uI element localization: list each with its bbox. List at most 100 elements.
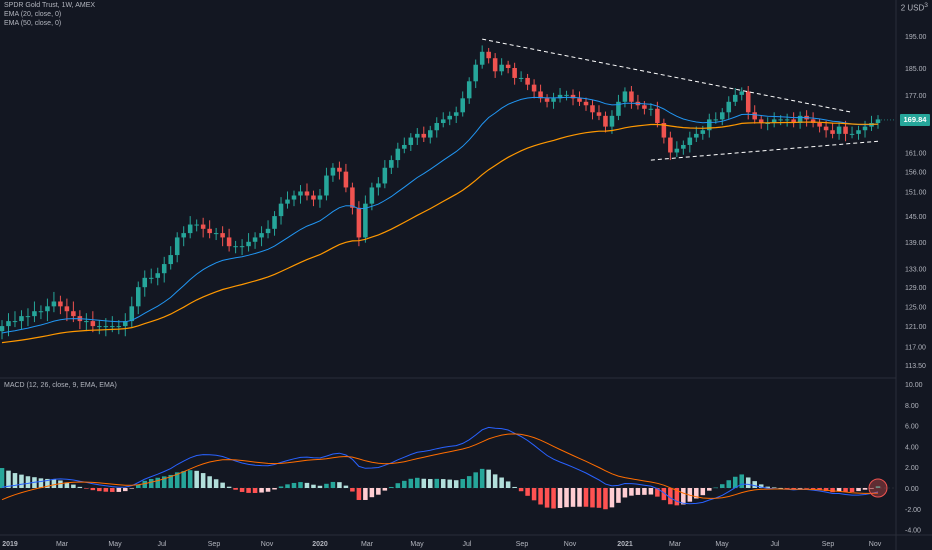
price-tick-label: 195.00 (905, 34, 927, 41)
candle-body (512, 68, 517, 78)
time-tick-label: Sep (516, 541, 529, 548)
macd-bar (453, 480, 459, 488)
macd-bar (694, 488, 699, 499)
candle-body (200, 224, 206, 229)
candle-body (862, 126, 868, 131)
candle-body (609, 115, 615, 127)
candle-body (71, 311, 76, 317)
candle-body (265, 228, 271, 234)
macd-bar (739, 474, 745, 488)
candle-body (810, 119, 816, 123)
candle-body (590, 105, 595, 113)
macd-bar (518, 488, 524, 492)
macd-bar (90, 488, 96, 491)
candle-body (402, 144, 407, 149)
macd-bar (200, 473, 206, 488)
macd-bar (726, 480, 732, 488)
candle-body (875, 119, 881, 123)
macd-bar (317, 485, 323, 488)
macd-histogram (0, 468, 881, 510)
candle-body (64, 306, 70, 312)
macd-bar (246, 488, 251, 493)
candle-body (629, 91, 634, 102)
price-tick-label: 185.00 (905, 66, 927, 73)
macd-bar (116, 488, 122, 492)
lower-trendline (650, 140, 879, 161)
time-tick-label: Mar (669, 541, 682, 548)
last-price-badge: 169.84 (900, 114, 930, 126)
macd-bar (155, 477, 161, 488)
macd-legend: MACD (12, 26, close, 9, EMA, EMA) (4, 382, 117, 389)
candle-body (817, 122, 822, 127)
macd-bar (732, 476, 738, 488)
macd-bar (771, 487, 777, 489)
macd-bar (791, 488, 796, 490)
candle-body (745, 91, 751, 113)
macd-bar (603, 488, 608, 510)
macd-bar (797, 488, 803, 489)
candle-body (298, 191, 303, 196)
macd-bar (51, 479, 57, 488)
macd-bar (642, 488, 647, 495)
macd-bar (505, 481, 511, 488)
candle-body (622, 91, 628, 102)
candle-body (739, 91, 745, 95)
candle-body (382, 167, 388, 184)
candle-body (408, 137, 414, 145)
macd-bar (187, 470, 193, 488)
macd-bar (466, 476, 472, 488)
macd-bar (0, 468, 5, 488)
candle-body (38, 311, 44, 313)
macd-bar (324, 483, 329, 488)
macd-bar (226, 486, 232, 488)
candle-body (174, 237, 180, 256)
macd-bar (538, 488, 543, 505)
candle-body (285, 199, 290, 204)
macd-bar (622, 488, 628, 498)
candle-body (272, 216, 277, 229)
macd-bar (590, 488, 595, 508)
macd-bar (784, 488, 790, 489)
macd-bar (45, 478, 50, 488)
macd-bar (570, 488, 576, 507)
macd-bar (486, 469, 491, 488)
macd-bar (862, 488, 868, 490)
macd-bar (473, 472, 478, 488)
macd-bar (583, 488, 589, 507)
macd-bar (875, 486, 881, 488)
time-tick-label: Nov (869, 541, 882, 548)
macd-bar (19, 474, 24, 488)
macd-bar (836, 488, 842, 492)
macd-bar (415, 477, 420, 488)
time-tick-label: Jul (158, 541, 167, 548)
macd-bar (648, 488, 654, 495)
candle-body (25, 316, 31, 318)
price-tick-label: 121.00 (905, 324, 927, 331)
candle-body (544, 98, 550, 102)
macd-bar (213, 479, 219, 488)
candle-body (791, 119, 796, 123)
macd-bar (512, 486, 517, 488)
macd-bar (817, 488, 822, 490)
macd-bar (447, 479, 453, 488)
candle-body (187, 224, 193, 234)
macd-bar (479, 468, 485, 488)
macd-bar (869, 488, 874, 489)
candle-body (642, 105, 647, 109)
macd-bar (97, 488, 102, 492)
macd-bar (58, 480, 63, 488)
macd-bar (758, 484, 764, 488)
macd-bar (77, 486, 83, 488)
candle-body (389, 160, 394, 168)
macd-bar (129, 488, 135, 489)
macd-bar (596, 488, 602, 508)
macd-bar (350, 488, 355, 492)
candle-body (239, 246, 245, 248)
candle-body (246, 241, 251, 247)
candle-body (758, 119, 764, 123)
candle-body (337, 167, 342, 172)
candle-body (570, 94, 576, 99)
macd-bar (389, 486, 394, 488)
macd-bar (823, 488, 829, 492)
